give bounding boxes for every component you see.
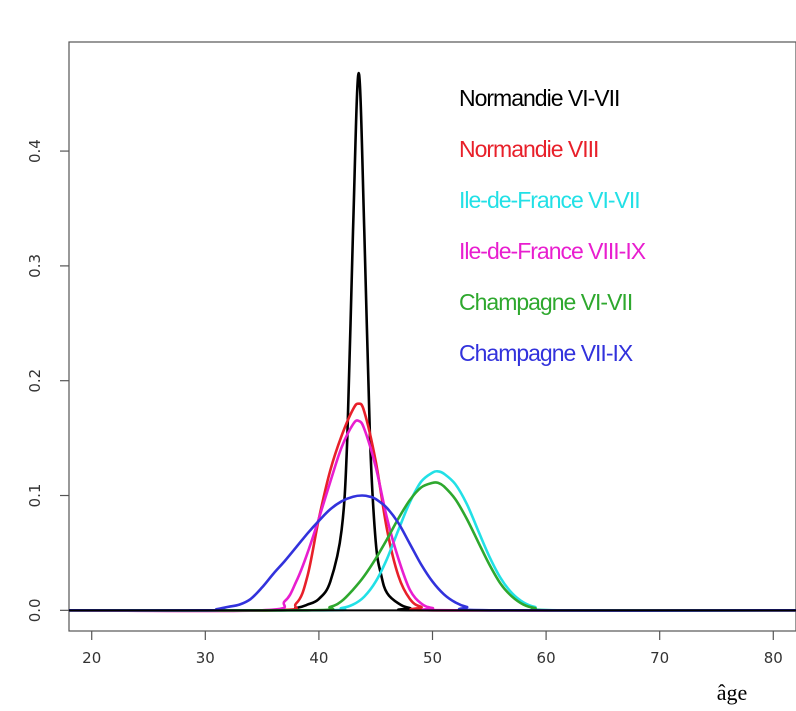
y-tick-label: 0.3 [26, 254, 44, 278]
series-line-4 [68, 419, 796, 613]
x-tick-label: 20 [82, 649, 101, 667]
x-tick-label: 70 [650, 649, 669, 667]
y-tick-label: 0.4 [26, 139, 44, 163]
legend-entry-1: Normandie VI-VII [459, 85, 619, 111]
y-tick-label: 0.0 [26, 598, 44, 622]
x-tick-label: 40 [309, 649, 328, 667]
series-line-5 [68, 481, 796, 612]
y-tick-label: 0.2 [26, 369, 44, 393]
series-layer [68, 71, 796, 613]
legend-entry-3: Ile-de-France VI-VII [459, 187, 640, 213]
x-tick-label: 30 [196, 649, 215, 667]
legend-entry-6: Champagne VII-IX [459, 340, 633, 366]
series-line-6 [68, 494, 796, 612]
plot-frame [68, 41, 796, 632]
y-axis: 0.0 0.1 0.2 0.3 0.4 [26, 139, 69, 622]
series-line-1 [68, 71, 796, 612]
series-line-3 [68, 469, 796, 612]
series-line-2 [68, 402, 796, 613]
x-tick-label: 60 [537, 649, 556, 667]
legend-entry-2: Normandie VIII [459, 136, 598, 162]
x-axis: 20 30 40 50 60 70 80 [82, 631, 783, 667]
x-tick-label: 80 [764, 649, 783, 667]
x-tick-label: 50 [423, 649, 442, 667]
legend-entry-4: Ile-de-France VIII-IX [459, 238, 646, 264]
legend-entry-5: Champagne VI-VII [459, 289, 632, 315]
legend: Normandie VI-VII Normandie VIII Ile-de-Fra… [459, 85, 647, 366]
y-tick-label: 0.1 [26, 484, 44, 508]
x-axis-label: âge [717, 680, 748, 705]
